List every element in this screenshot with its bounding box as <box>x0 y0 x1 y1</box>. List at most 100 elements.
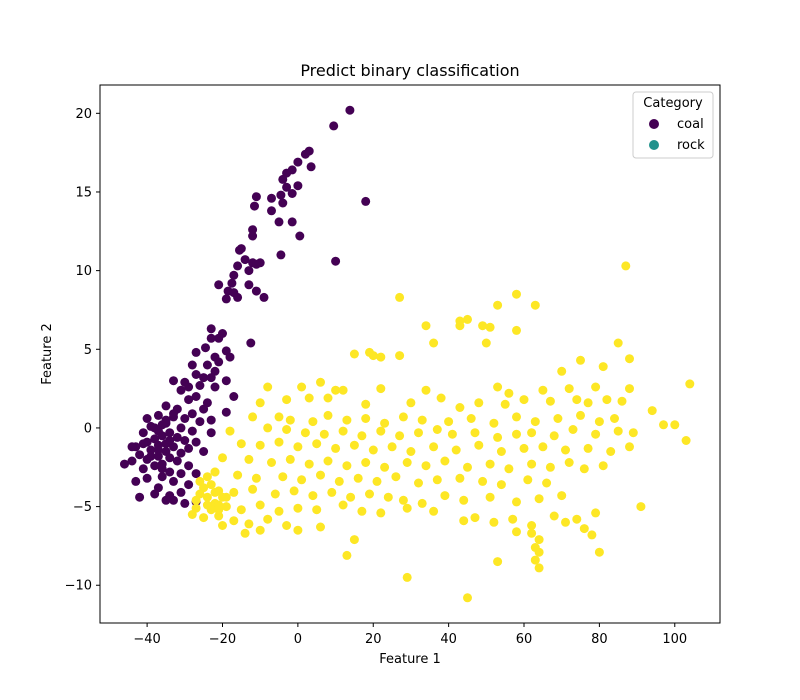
scatter-point-coal <box>131 476 141 486</box>
scatter-point-rock <box>530 417 540 427</box>
scatter-point-rock <box>512 412 521 422</box>
scatter-point-coal <box>251 259 261 269</box>
scatter-point-rock <box>474 440 484 450</box>
scatter-point-rock <box>323 393 333 403</box>
scatter-point-coal <box>199 373 209 383</box>
scatter-point-coal <box>172 432 182 442</box>
scatter-point-coal <box>191 370 201 379</box>
scatter-point-coal <box>184 395 194 405</box>
scatter-point-rock <box>402 572 412 582</box>
scatter-point-rock <box>564 458 574 467</box>
scatter-point-rock <box>512 429 521 439</box>
scatter-point-rock <box>647 406 657 416</box>
scatter-point-rock <box>512 325 521 335</box>
x-tick-label: 0 <box>294 632 302 647</box>
scatter-point-coal <box>331 256 341 266</box>
scatter-point-rock <box>598 362 608 372</box>
x-axis-label: Feature 1 <box>379 652 441 667</box>
scatter-point-rock <box>402 458 412 467</box>
scatter-point-coal <box>169 495 178 505</box>
scatter-point-rock <box>527 528 537 538</box>
scatter-point-rock <box>282 425 292 434</box>
scatter-point-rock <box>195 476 205 486</box>
scatter-point-coal <box>244 266 254 276</box>
scatter-point-rock <box>297 382 307 392</box>
scatter-point-rock <box>553 414 563 423</box>
scatter-point-rock <box>579 524 589 534</box>
scatter-point-rock <box>429 442 439 452</box>
scatter-point-rock <box>312 439 322 449</box>
scatter-point-rock <box>496 480 506 490</box>
scatter-point-coal <box>199 404 209 414</box>
scatter-point-rock <box>417 498 427 508</box>
scatter-point-rock <box>414 428 423 438</box>
scatter-point-coal <box>206 428 216 438</box>
scatter-point-rock <box>493 300 503 310</box>
scatter-point-coal <box>221 294 231 304</box>
plot-frame <box>99 84 721 624</box>
scatter-point-coal <box>240 255 250 265</box>
scatter-point-rock <box>402 503 412 513</box>
scatter-point-rock <box>251 473 261 483</box>
scatter-point-rock <box>278 472 288 482</box>
scatter-point-rock <box>380 418 390 428</box>
chart-title: Predict binary classification <box>300 61 519 80</box>
scatter-point-rock <box>255 398 265 408</box>
scatter-point-coal <box>345 105 355 115</box>
scatter-point-rock <box>591 429 601 439</box>
scatter-point-rock <box>331 385 341 395</box>
scatter-point-rock <box>557 366 567 376</box>
scatter-point-rock <box>478 321 488 331</box>
scatter-point-rock <box>202 492 212 502</box>
scatter-point-coal <box>142 473 152 483</box>
scatter-point-coal <box>282 182 292 192</box>
scatter-point-rock <box>591 508 601 518</box>
scatter-point-coal <box>293 181 303 191</box>
scatter-point-rock <box>613 426 623 436</box>
scatter-point-rock <box>289 486 299 496</box>
scatter-point-coal <box>187 360 197 370</box>
scatter-point-rock <box>229 487 239 497</box>
scatter-point-rock <box>285 415 295 425</box>
scatter-point-rock <box>316 470 325 480</box>
scatter-point-rock <box>512 527 521 537</box>
scatter-point-coal <box>165 467 175 477</box>
scatter-point-coal <box>191 392 201 401</box>
scatter-point-rock <box>463 593 472 603</box>
scatter-point-rock <box>376 352 386 362</box>
scatter-point-rock <box>342 461 352 471</box>
scatter-point-coal <box>300 149 310 159</box>
scatter-point-rock <box>485 322 495 332</box>
scatter-point-coal <box>150 461 160 471</box>
scatter-point-coal <box>206 324 216 334</box>
scatter-point-rock <box>214 511 224 521</box>
scatter-point-rock <box>248 484 258 494</box>
scatter-point-rock <box>316 522 325 532</box>
scatter-point-rock <box>282 521 292 530</box>
scatter-point-rock <box>421 321 431 331</box>
scatter-point-rock <box>308 417 318 427</box>
y-axis-label: Feature 2 <box>40 323 55 385</box>
scatter-point-coal <box>278 174 288 184</box>
scatter-point-rock <box>255 440 265 450</box>
scatter-point-rock <box>376 508 386 518</box>
scatter-point-coal <box>229 270 239 280</box>
scatter-point-coal <box>251 286 261 296</box>
scatter-point-rock <box>331 443 341 453</box>
scatter-point-rock <box>625 384 634 394</box>
scatter-point-rock <box>221 492 231 502</box>
scatter-point-rock <box>316 377 325 387</box>
scatter-point-rock <box>414 478 423 488</box>
y-tick-label: 10 <box>75 264 92 279</box>
scatter-point-rock <box>512 289 521 299</box>
scatter-point-coal <box>210 382 220 392</box>
scatter-point-rock <box>244 519 254 529</box>
scatter-point-coal <box>180 414 190 423</box>
scatter-point-coal <box>199 447 209 456</box>
scatter-point-rock <box>398 495 408 505</box>
scatter-point-rock <box>432 425 442 434</box>
scatter-point-coal <box>165 436 175 445</box>
scatter-point-rock <box>455 321 465 331</box>
scatter-point-rock <box>470 428 480 438</box>
